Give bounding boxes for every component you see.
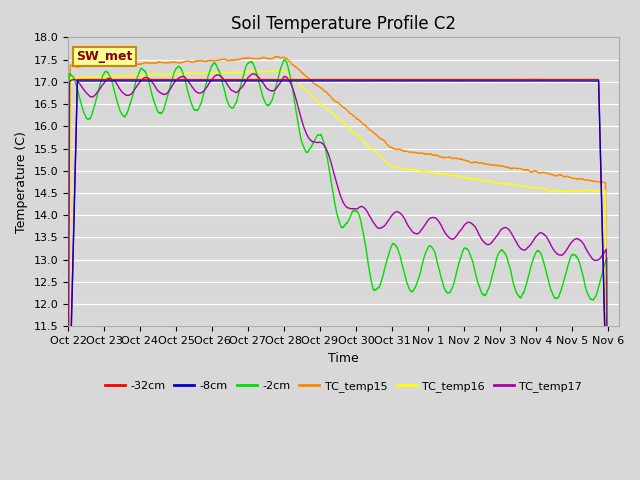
Text: SW_met: SW_met	[76, 50, 132, 63]
Title: Soil Temperature Profile C2: Soil Temperature Profile C2	[231, 15, 456, 33]
Y-axis label: Temperature (C): Temperature (C)	[15, 131, 28, 233]
X-axis label: Time: Time	[328, 352, 358, 365]
Legend: -32cm, -8cm, -2cm, TC_temp15, TC_temp16, TC_temp17: -32cm, -8cm, -2cm, TC_temp15, TC_temp16,…	[100, 376, 586, 396]
